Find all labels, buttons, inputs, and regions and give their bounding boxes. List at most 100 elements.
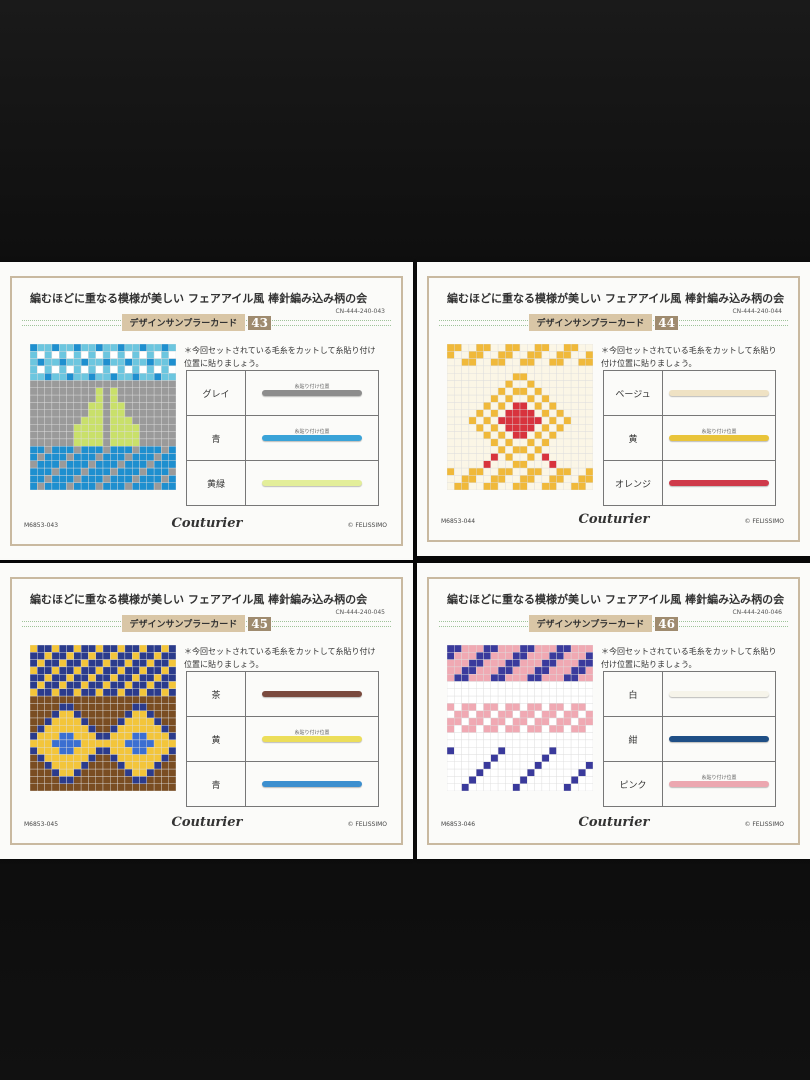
- pattern-cell: [497, 688, 506, 697]
- pattern-cell: [51, 365, 60, 374]
- pattern-cell: [44, 467, 53, 476]
- pattern-cell: [80, 746, 89, 755]
- pattern-cell: [117, 351, 126, 359]
- pattern-cell: [80, 659, 89, 668]
- pattern-cell: [146, 761, 155, 770]
- pattern-cell: [102, 475, 111, 483]
- pattern-cell: [153, 732, 162, 741]
- pattern-cell: [534, 424, 543, 432]
- pattern-cell: [146, 431, 155, 440]
- pattern-cell: [585, 652, 593, 660]
- pattern-cell: [461, 703, 470, 711]
- yarn-sample: [262, 480, 362, 486]
- pattern-cell: [80, 460, 89, 469]
- pattern-cell: [131, 445, 140, 454]
- pattern-cell: [461, 768, 470, 777]
- pattern-cell: [117, 645, 126, 653]
- pattern-cell: [570, 783, 579, 791]
- pattern-cell: [124, 380, 133, 389]
- pattern-cell: [80, 732, 89, 741]
- paste-note: 糸貼り付け位置: [294, 730, 330, 736]
- pattern-cell: [556, 344, 565, 352]
- pattern-cell: [454, 344, 462, 352]
- pattern-cell: [146, 725, 155, 733]
- pattern-cell: [124, 358, 133, 367]
- pattern-cell: [578, 725, 586, 733]
- pattern-cell: [578, 710, 586, 719]
- pattern-cell: [168, 666, 176, 675]
- pattern-cell: [578, 652, 586, 660]
- pattern-cell: [80, 652, 89, 660]
- pattern-cell: [454, 453, 462, 462]
- pattern-cell: [454, 717, 462, 726]
- pattern-cell: [490, 358, 499, 367]
- pattern-cell: [44, 394, 53, 403]
- pattern-cell: [168, 746, 176, 755]
- pattern-cell: [161, 445, 169, 454]
- pattern-cell: [578, 746, 586, 755]
- pattern-cell: [124, 717, 133, 726]
- pattern-cell: [44, 409, 53, 418]
- pattern-cell: [505, 445, 513, 454]
- pattern-cell: [490, 645, 499, 653]
- pattern-cell: [124, 365, 133, 374]
- pattern-cell: [527, 445, 535, 454]
- pattern-cell: [139, 358, 148, 367]
- pattern-cell: [570, 380, 579, 389]
- pattern-cell: [505, 666, 513, 675]
- pattern-cell: [548, 652, 557, 660]
- pattern-cell: [461, 387, 470, 396]
- pattern-chart: [30, 645, 176, 791]
- pattern-cell: [527, 688, 535, 697]
- pattern-cell: [139, 695, 148, 704]
- card-title: 編むほどに重なる模様が美しい フェアアイル風 棒針編み込み柄の会: [447, 593, 785, 606]
- pattern-cell: [80, 467, 89, 476]
- pattern-cell: [490, 666, 499, 675]
- pattern-cell: [447, 666, 455, 675]
- pattern-cell: [110, 445, 118, 454]
- pattern-cell: [110, 402, 118, 410]
- pattern-cell: [447, 445, 455, 454]
- pattern-cell: [483, 674, 492, 682]
- pattern-cell: [570, 681, 579, 690]
- pattern-cell: [570, 761, 579, 770]
- pattern-cell: [153, 409, 162, 418]
- pattern-cell: [454, 409, 462, 418]
- pattern-cell: [153, 351, 162, 359]
- yarn-sample-cell: [662, 370, 776, 416]
- pattern-cell: [102, 666, 111, 675]
- pattern-cell: [168, 674, 176, 682]
- pattern-cell: [44, 652, 53, 660]
- pattern-cell: [153, 659, 162, 668]
- pattern-cell: [512, 402, 521, 410]
- pattern-cell: [88, 424, 96, 432]
- pattern-cell: [110, 387, 118, 396]
- pattern-cell: [80, 431, 89, 440]
- pattern-cell: [80, 768, 89, 777]
- pattern-cell: [66, 467, 75, 476]
- pattern-cell: [117, 431, 126, 440]
- pattern-cell: [131, 732, 140, 741]
- pattern-cell: [461, 666, 470, 675]
- pattern-cell: [476, 674, 484, 682]
- pattern-cell: [73, 652, 82, 660]
- brand-logo: Couturier: [171, 815, 243, 830]
- pattern-cell: [73, 344, 82, 352]
- pattern-cell: [168, 761, 176, 770]
- pattern-cell: [447, 373, 455, 381]
- pattern-cell: [102, 409, 111, 418]
- pattern-cell: [37, 460, 45, 469]
- card-title: 編むほどに重なる模様が美しい フェアアイル風 棒針編み込み柄の会: [30, 292, 368, 305]
- pattern-cell: [102, 402, 111, 410]
- pattern-cell: [168, 387, 176, 396]
- pattern-cell: [66, 732, 75, 741]
- pattern-cell: [80, 695, 89, 704]
- pattern-cell: [59, 761, 67, 770]
- pattern-cell: [468, 438, 477, 447]
- pattern-cell: [161, 783, 169, 791]
- pattern-cell: [59, 666, 67, 675]
- pattern-cell: [556, 659, 565, 668]
- pattern-cell: [461, 365, 470, 374]
- pattern-cell: [146, 681, 155, 690]
- pattern-cell: [548, 703, 557, 711]
